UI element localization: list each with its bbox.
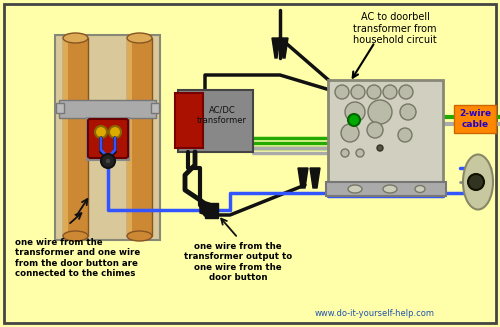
Text: AC/DC
transformer: AC/DC transformer	[197, 105, 247, 125]
Ellipse shape	[63, 33, 88, 43]
Bar	[175, 93, 203, 148]
Bar	[63, 38, 88, 236]
Bar	[87, 118, 129, 160]
Polygon shape	[280, 38, 288, 58]
Circle shape	[367, 85, 381, 99]
Circle shape	[341, 124, 359, 142]
Text: one wire from the
transformer output to
one wire from the
door button: one wire from the transformer output to …	[184, 242, 292, 282]
Polygon shape	[310, 168, 320, 188]
Circle shape	[399, 85, 413, 99]
Text: one wire from the
transformer and one wire
from the door button are
connected to: one wire from the transformer and one wi…	[15, 238, 140, 278]
Circle shape	[377, 145, 383, 151]
Ellipse shape	[463, 154, 493, 210]
Circle shape	[368, 100, 392, 124]
Text: www.do-it-yourself-help.com: www.do-it-yourself-help.com	[315, 309, 435, 318]
Polygon shape	[298, 168, 308, 188]
Ellipse shape	[127, 231, 152, 241]
Circle shape	[468, 174, 484, 190]
Circle shape	[345, 102, 365, 122]
Bar	[127, 38, 152, 236]
Polygon shape	[200, 200, 215, 218]
Circle shape	[383, 85, 397, 99]
Polygon shape	[205, 203, 218, 218]
Circle shape	[348, 114, 360, 126]
Ellipse shape	[127, 33, 152, 43]
Text: AC to doorbell
transformer from
household circuit: AC to doorbell transformer from househol…	[353, 12, 437, 45]
Circle shape	[95, 126, 107, 138]
Circle shape	[351, 85, 365, 99]
Ellipse shape	[348, 185, 362, 193]
Circle shape	[341, 149, 349, 157]
Bar	[63, 38, 68, 236]
Circle shape	[105, 158, 111, 164]
Text: 2-wire
cable: 2-wire cable	[459, 109, 491, 129]
Bar	[56, 103, 64, 113]
Circle shape	[356, 149, 364, 157]
Circle shape	[367, 122, 383, 138]
Bar	[59, 100, 156, 118]
Polygon shape	[272, 38, 280, 58]
Bar	[127, 38, 132, 236]
Circle shape	[335, 85, 349, 99]
Circle shape	[109, 126, 121, 138]
Bar	[151, 103, 159, 113]
Bar	[55, 35, 160, 240]
Bar	[328, 80, 443, 185]
Circle shape	[400, 104, 416, 120]
Ellipse shape	[415, 185, 425, 193]
Ellipse shape	[63, 231, 88, 241]
Bar	[326, 182, 446, 196]
Bar	[454, 105, 496, 133]
Bar	[178, 90, 253, 152]
Ellipse shape	[383, 185, 397, 193]
FancyBboxPatch shape	[88, 119, 128, 158]
Circle shape	[398, 128, 412, 142]
Circle shape	[101, 154, 115, 168]
